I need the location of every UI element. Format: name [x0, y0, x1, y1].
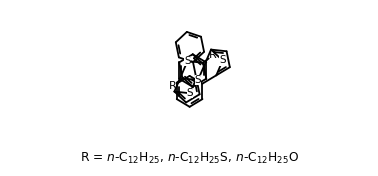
Text: S: S: [187, 88, 193, 98]
Text: S: S: [184, 56, 191, 66]
Text: S: S: [219, 55, 226, 65]
Text: S: S: [195, 75, 201, 85]
Text: R: R: [209, 50, 217, 60]
Text: R = $\mathit{n}$-C$_{12}$H$_{25}$, $\mathit{n}$-C$_{12}$H$_{25}$S, $\mathit{n}$-: R = $\mathit{n}$-C$_{12}$H$_{25}$, $\mat…: [79, 151, 299, 166]
Text: R: R: [169, 81, 176, 91]
